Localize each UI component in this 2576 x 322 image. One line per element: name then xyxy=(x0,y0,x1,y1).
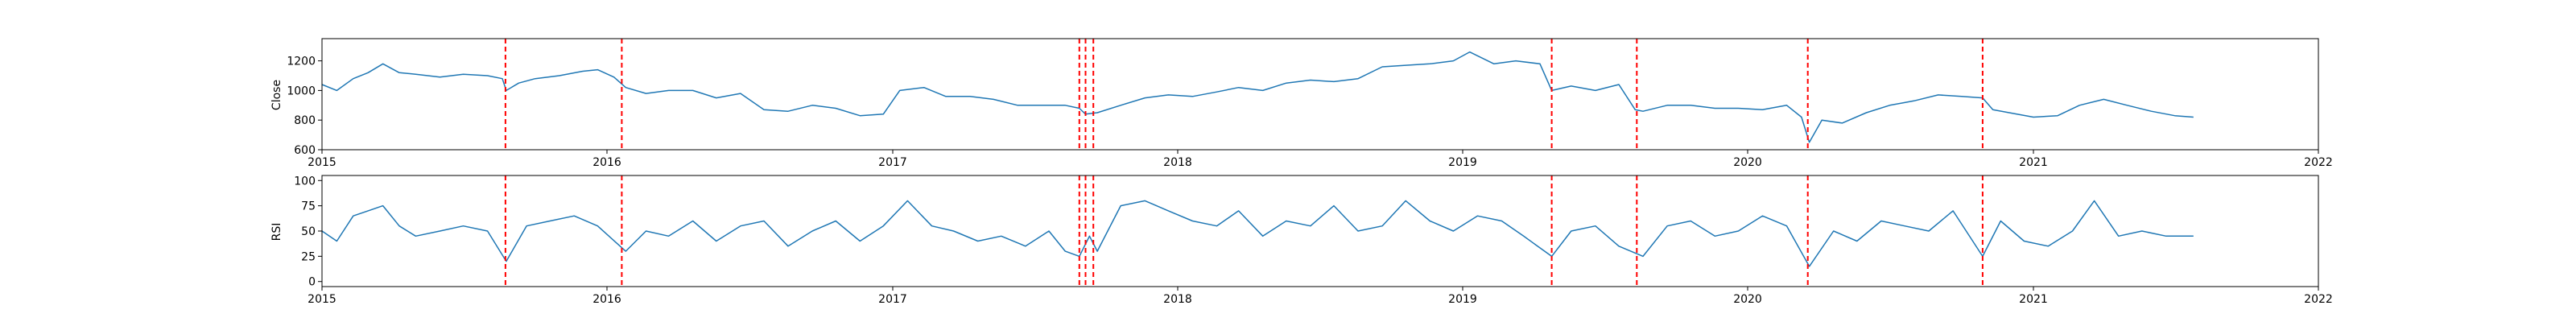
close-xtick-label-5: 2020 xyxy=(1733,156,1762,169)
rsi-xtick-label-2: 2017 xyxy=(878,293,907,306)
rsi-event-markers xyxy=(504,175,1984,287)
close-x-ticks: 2015 2016 2017 2018 2019 2020 2021 2022 xyxy=(308,150,2333,169)
close-xtick-label-6: 2021 xyxy=(2019,156,2048,169)
rsi-axis-label: RSI xyxy=(270,223,283,242)
rsi-xtick-label-5: 2020 xyxy=(1733,293,1762,306)
close-y-ticks: 600 800 1000 1200 xyxy=(287,56,322,157)
rsi-y-ticks: 0 25 50 75 100 xyxy=(294,175,322,289)
rsi-xtick-label-7: 2022 xyxy=(2304,293,2333,306)
rsi-ytick-label-0: 0 xyxy=(308,276,316,289)
close-ytick-label-2: 1000 xyxy=(287,85,316,97)
rsi-ytick-label-2: 50 xyxy=(301,225,316,238)
close-xtick-label-3: 2018 xyxy=(1163,156,1192,169)
close-event-markers xyxy=(504,39,1984,150)
close-ytick-label-1: 800 xyxy=(294,114,316,127)
close-line-0 xyxy=(321,51,2194,143)
close-xtick-label-0: 2015 xyxy=(308,156,336,169)
rsi-ytick-label-4: 100 xyxy=(294,175,316,188)
rsi-xtick-label-3: 2018 xyxy=(1163,293,1192,306)
close-ytick-label-3: 1200 xyxy=(287,56,316,68)
close-axis-label: Close xyxy=(270,80,283,110)
close-xtick-label-2: 2017 xyxy=(878,156,907,169)
close-axes-frame xyxy=(321,38,2319,151)
rsi-xtick-label-1: 2016 xyxy=(592,293,621,306)
rsi-ytick-label-3: 75 xyxy=(301,200,316,213)
rsi-x-ticks: 2015 2016 2017 2018 2019 2020 2021 2022 xyxy=(308,287,2333,306)
rsi-xtick-label-0: 2015 xyxy=(308,293,336,306)
close-series xyxy=(321,51,2194,143)
close-ytick-label-0: 600 xyxy=(294,144,316,157)
rsi-xtick-label-6: 2021 xyxy=(2019,293,2048,306)
rsi-ytick-label-1: 25 xyxy=(301,250,316,263)
rsi-line-0 xyxy=(321,200,2194,267)
rsi-series xyxy=(321,200,2194,267)
close-xtick-label-1: 2016 xyxy=(592,156,621,169)
close-xtick-label-4: 2019 xyxy=(1448,156,1477,169)
close-xtick-label-7: 2022 xyxy=(2304,156,2333,169)
rsi-xtick-label-4: 2019 xyxy=(1448,293,1477,306)
